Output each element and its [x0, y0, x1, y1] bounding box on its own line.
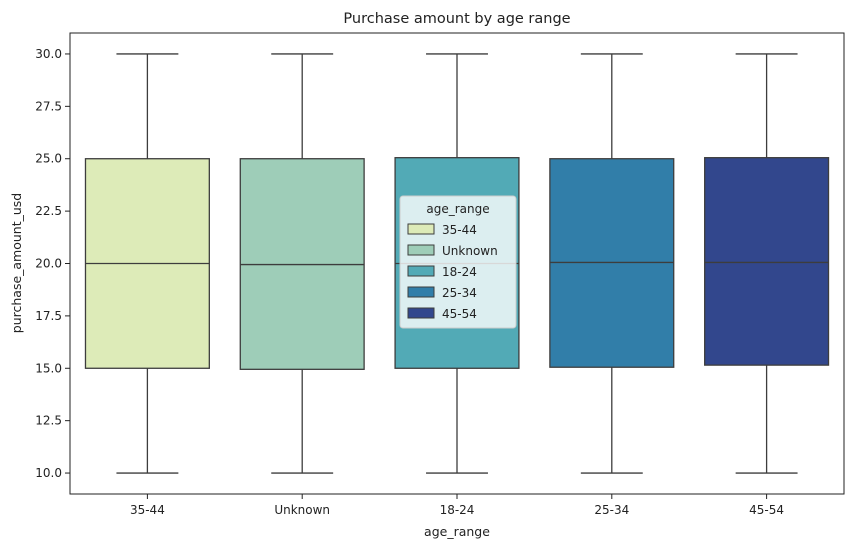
x-tick-label: Unknown — [274, 503, 330, 517]
chart-title: Purchase amount by age range — [343, 11, 570, 27]
y-axis-label: purchase_amount_usd — [9, 193, 24, 333]
y-tick-label: 20.0 — [35, 257, 62, 271]
box-35-44 — [84, 53, 210, 474]
legend-label: 25-34 — [442, 286, 477, 300]
y-tick-label: 30.0 — [35, 47, 62, 61]
legend-item: 18-24 — [407, 265, 477, 279]
y-tick-label: 22.5 — [35, 204, 62, 218]
box-Unknown — [239, 53, 365, 474]
legend-swatch — [407, 244, 435, 256]
x-tick-label: 35-44 — [130, 503, 165, 517]
box-25-34 — [549, 53, 675, 474]
x-tick-label: 25-34 — [594, 503, 629, 517]
box-iqr — [704, 157, 830, 366]
x-axis: 35-44 Unknown 18-24 25-34 45-54 — [130, 494, 784, 517]
legend-swatch — [407, 223, 435, 235]
y-tick-label: 15.0 — [35, 361, 62, 375]
legend-item: 35-44 — [407, 223, 477, 237]
y-tick-label: 25.0 — [35, 152, 62, 166]
legend-swatch — [407, 286, 435, 298]
legend-label: Unknown — [442, 244, 498, 258]
legend-swatch — [407, 307, 435, 319]
x-axis-label: age_range — [424, 524, 490, 539]
legend-title: age_range — [426, 202, 489, 216]
y-tick-label: 12.5 — [35, 414, 62, 428]
legend-item: 45-54 — [407, 307, 477, 321]
y-tick-label: 17.5 — [35, 309, 62, 323]
legend-label: 45-54 — [442, 307, 477, 321]
y-axis: 10.0 12.5 15.0 17.5 20.0 22.5 25.0 27.5 30.0 — [35, 47, 70, 480]
box-45-54 — [704, 53, 830, 474]
legend-item: 25-34 — [407, 286, 477, 300]
y-tick-label: 27.5 — [35, 99, 62, 113]
x-tick-label: 45-54 — [749, 503, 784, 517]
legend-swatch — [407, 265, 435, 277]
x-tick-label: 18-24 — [440, 503, 475, 517]
legend-item: Unknown — [407, 244, 498, 258]
legend-label: 18-24 — [442, 265, 477, 279]
legend-label: 35-44 — [442, 223, 477, 237]
legend: age_range 35-44 Unknown 18-24 25-34 45-54 — [399, 195, 517, 329]
y-tick-label: 10.0 — [35, 466, 62, 480]
